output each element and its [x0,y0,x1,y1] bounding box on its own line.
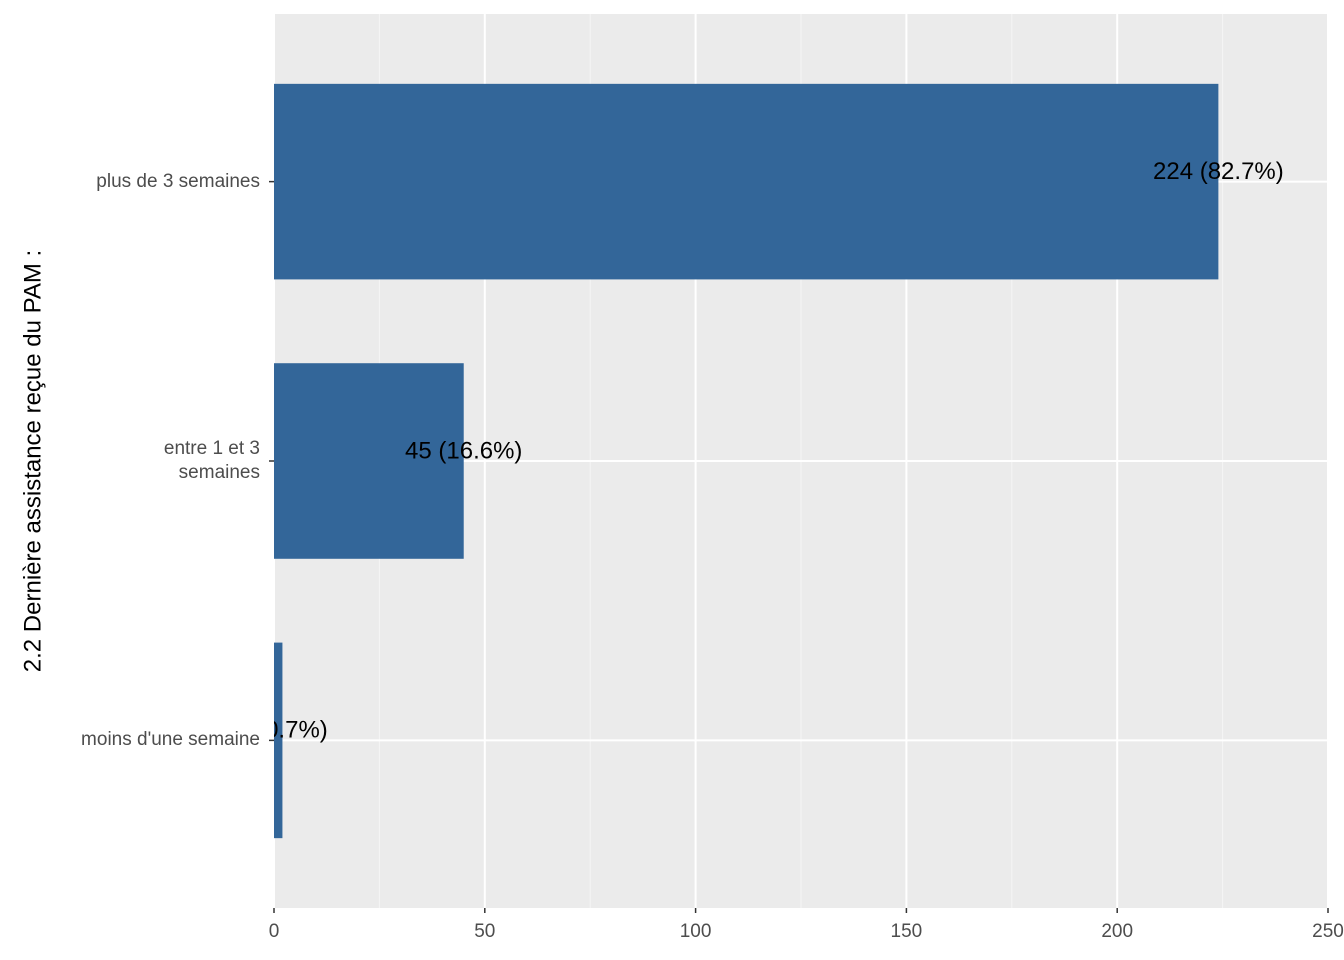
value-label: 2 (0.7%) [237,717,328,744]
x-tick-label: 100 [680,921,712,942]
bar [274,83,1219,280]
y-tick-label: plus de 3 semaines [96,170,260,192]
value-label: 45 (16.6%) [405,437,522,464]
bar [274,363,464,559]
y-tick-label: entre 1 et 3 semaines [163,438,260,483]
x-tick-label: 150 [891,921,923,942]
x-tick-label: 250 [1312,921,1344,942]
x-tick-label: 50 [474,921,495,942]
x-tick-label: 200 [1101,921,1133,942]
y-tick-label: moins d'une semaine [81,729,260,751]
x-tick-label: 0 [269,921,280,942]
y-axis-title: 2.2 Dernière assistance reçue du PAM : [19,250,46,672]
value-label: 224 (82.7%) [1153,158,1284,185]
bar [274,642,283,839]
